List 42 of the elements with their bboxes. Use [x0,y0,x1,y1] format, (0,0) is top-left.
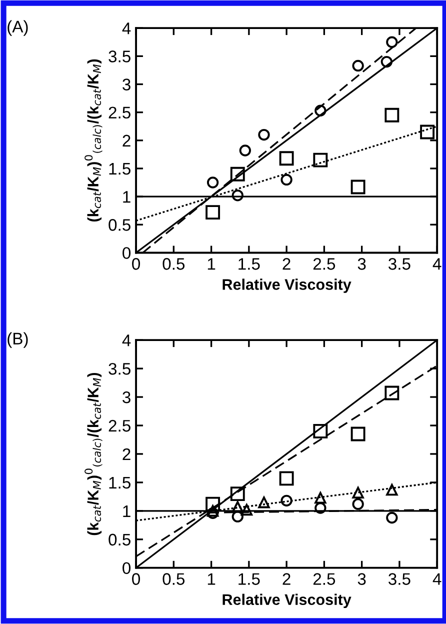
x-tick-label: 4 [432,258,442,270]
x-axis-title: Relative Viscosity [222,594,352,608]
y-tick-label: 3 [122,391,130,404]
x-tick-label: 3 [358,573,366,585]
x-tick-label: 2.5 [313,258,336,270]
y-tick-label: 2 [122,448,130,460]
x-tick-label: 0 [132,573,140,585]
y-tick-label: 2.5 [108,420,130,432]
x-axis-title: Relative Viscosity [222,278,352,293]
x-tick-label: 1.5 [238,573,260,585]
y-tick-label: 1.5 [109,477,130,489]
text: (k$_{cat}$/K$_{M}$)$^{0}$$_{(calc)}$/(k$_{cat}$/K$_{M}$) [84,59,102,222]
y-tick-label: 3.5 [108,50,130,62]
text: (k$_{cat}$/K$_{M}$)$^{0}$$_{(calc)}$/(k$_{cat}$/K$_{M}$) [84,372,102,536]
y-tick-label: 0 [122,562,131,574]
x-tick-label: 1.5 [238,258,260,270]
x-tick-label: 3.5 [388,258,410,270]
y-tick-label: 1 [123,191,130,203]
x-tick-label: 1 [208,573,216,585]
text: (B) [8,332,28,348]
y-tick-label: 3 [122,78,130,90]
y-tick-label: 1 [123,505,130,517]
y-tick-label: 2.5 [108,106,130,119]
x-tick-label: 2 [282,573,290,585]
text: (A) [8,20,28,36]
y-tick-label: 0.5 [108,219,130,231]
x-tick-label: 3.5 [388,573,410,585]
x-tick-label: 2.5 [313,573,336,585]
x-tick-label: 1 [208,258,216,270]
y-tick-label: 2 [122,134,130,146]
x-tick-label: 0.5 [162,573,185,585]
y-tick-label: 4 [122,22,131,34]
x-tick-label: 4 [432,573,442,585]
y-tick-label: 1.5 [109,163,130,175]
x-tick-label: 2 [282,258,290,270]
y-tick-label: 0 [122,247,131,259]
y-tick-label: 0.5 [108,534,130,546]
y-tick-label: 3.5 [108,362,130,375]
x-tick-label: 3 [358,258,366,270]
x-tick-label: 0.5 [162,258,185,270]
y-tick-label: 4 [122,334,131,346]
x-tick-label: 0 [132,258,140,270]
